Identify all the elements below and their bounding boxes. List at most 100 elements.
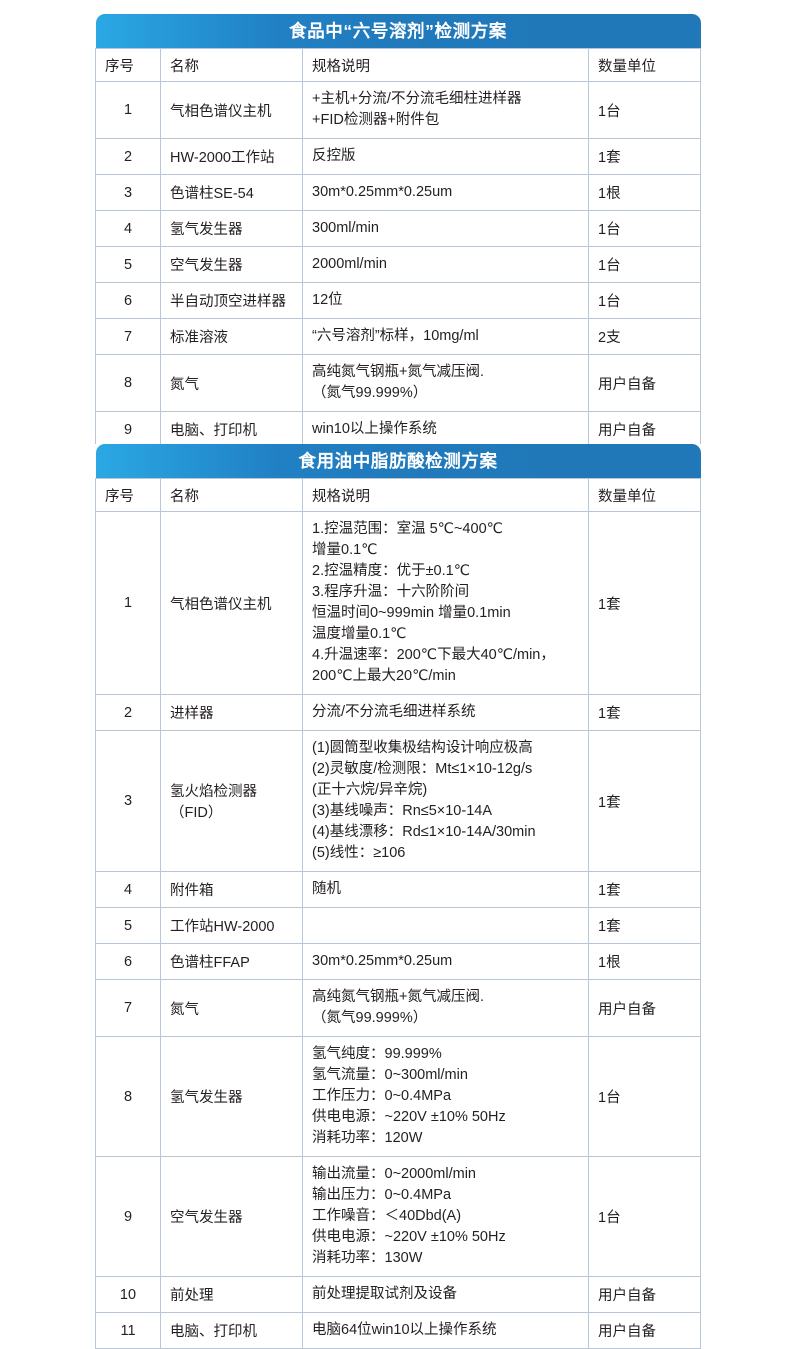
table-title-cell: 食用油中脂肪酸检测方案 [95, 444, 701, 479]
cell-qty: 用户自备 [587, 979, 702, 1038]
table-header-row: 序号 名称 规格说明 数量单位 [95, 48, 701, 82]
cell-spec: 前处理提取试剂及设备 [302, 1276, 589, 1314]
cell-spec: 分流/不分流毛细进样系统 [302, 694, 589, 732]
table-row: 1 气相色谱仪主机 1.控温范围：室温 5℃~400℃ 增量0.1℃ 2.控温精度：… [95, 510, 702, 696]
cell-spec: 300ml/min [302, 210, 589, 248]
table-title-cell: 食品中“六号溶剂”检测方案 [95, 14, 701, 49]
table-row: 9 空气发生器 输出流量：0~2000ml/min 输出压力：0~0.4MPa 工作… [95, 1156, 702, 1278]
cell-no: 8 [95, 1036, 161, 1158]
cell-name: 氮气 [160, 354, 303, 413]
cell-qty: 1台 [588, 80, 701, 140]
table-row: 2 进样器 分流/不分流毛细进样系统 1套 [95, 694, 702, 732]
table-row: 10 前处理 前处理提取试剂及设备 用户自备 [95, 1276, 702, 1314]
cell-qty: 1台 [588, 246, 701, 284]
table-row: 4 氢气发生器 300ml/min 1台 [95, 210, 701, 248]
table-row: 8 氢气发生器 氢气纯度：99.999% 氢气流量：0~300ml/min 工作压力… [95, 1036, 702, 1158]
cell-name: 标准溶液 [160, 318, 303, 356]
cell-spec: 12位 [302, 282, 589, 320]
cell-name: 氮气 [160, 979, 303, 1038]
cell-qty: 用户自备 [587, 1276, 702, 1314]
table-body-2: 食用油中脂肪酸检测方案 序号 名称 规格说明 数量单位 1 气相色谱仪主机 1.控温… [95, 444, 702, 1349]
column-header-no: 序号 [95, 48, 161, 82]
table-row: 5 空气发生器 2000ml/min 1台 [95, 246, 701, 284]
table-row: 6 半自动顶空进样器 12位 1台 [95, 282, 701, 320]
cell-name: 色谱柱FFAP [160, 943, 303, 981]
cell-spec: 高纯氮气钢瓶+氮气减压阀. （氮气99.999%） [302, 354, 589, 413]
cell-qty: 1台 [587, 1156, 702, 1278]
cell-spec: 氢气纯度：99.999% 氢气流量：0~300ml/min 工作压力：0~0.4… [302, 1036, 589, 1158]
cell-no: 4 [95, 210, 161, 248]
cell-qty: 用户自备 [588, 354, 701, 413]
cell-qty: 用户自备 [588, 411, 701, 449]
cell-qty: 1套 [588, 138, 701, 176]
column-header-name: 名称 [160, 478, 303, 512]
cell-name: 气相色谱仪主机 [160, 80, 303, 140]
cell-qty: 1套 [587, 871, 702, 909]
cell-name: 氢火焰检测器（FID） [160, 730, 303, 873]
cell-name: 氢气发生器 [160, 210, 303, 248]
cell-qty: 1套 [587, 694, 702, 732]
cell-no: 7 [95, 979, 161, 1038]
cell-spec: win10以上操作系统 [302, 411, 589, 449]
cell-qty: 1套 [587, 510, 702, 696]
table-row: 3 氢火焰检测器（FID） (1)圆筒型收集极结构设计响应极高 (2)灵敏度/检测限… [95, 730, 702, 873]
cell-spec: 随机 [302, 871, 589, 909]
cell-no: 9 [95, 1156, 161, 1278]
cell-spec: 2000ml/min [302, 246, 589, 284]
column-header-spec: 规格说明 [302, 48, 589, 82]
cell-spec: 输出流量：0~2000ml/min 输出压力：0~0.4MPa 工作噪音：＜40… [302, 1156, 589, 1278]
table-row: 7 标准溶液 “六号溶剂”标样，10mg/ml 2支 [95, 318, 701, 356]
cell-no: 5 [95, 907, 161, 945]
cell-spec: “六号溶剂”标样，10mg/ml [302, 318, 589, 356]
cell-no: 4 [95, 871, 161, 909]
table-title: 食品中“六号溶剂”检测方案 [95, 14, 701, 48]
cell-no: 7 [95, 318, 161, 356]
cell-no: 2 [95, 694, 161, 732]
scheme-table-block-1: 食品中“六号溶剂”检测方案 序号 名称 规格说明 数量单位 1 气相色谱仪主机 +主… [95, 14, 701, 449]
table-body-1: 食品中“六号溶剂”检测方案 序号 名称 规格说明 数量单位 1 气相色谱仪主机 +主… [95, 14, 701, 449]
cell-qty: 1套 [587, 730, 702, 873]
cell-no: 6 [95, 282, 161, 320]
cell-name: 工作站HW-2000 [160, 907, 303, 945]
table-title-row: 食品中“六号溶剂”检测方案 [95, 14, 701, 49]
table-title-row: 食用油中脂肪酸检测方案 [95, 444, 701, 479]
column-header-name: 名称 [160, 48, 303, 82]
column-header-qty: 数量单位 [588, 48, 701, 82]
cell-spec: 高纯氮气钢瓶+氮气减压阀. （氮气99.999%） [302, 979, 589, 1038]
cell-name: 氢气发生器 [160, 1036, 303, 1158]
table-row: 7 氮气 高纯氮气钢瓶+氮气减压阀. （氮气99.999%） 用户自备 [95, 979, 702, 1038]
cell-name: 半自动顶空进样器 [160, 282, 303, 320]
cell-spec: (1)圆筒型收集极结构设计响应极高 (2)灵敏度/检测限：Mt≤1×10-12g… [302, 730, 589, 873]
column-header-no: 序号 [95, 478, 161, 512]
cell-qty: 1根 [587, 943, 702, 981]
cell-name: 前处理 [160, 1276, 303, 1314]
cell-spec: 1.控温范围：室温 5℃~400℃ 增量0.1℃ 2.控温精度：优于±0.1℃ … [302, 510, 589, 696]
table-row: 9 电脑、打印机 win10以上操作系统 用户自备 [95, 411, 701, 449]
cell-qty: 1台 [588, 282, 701, 320]
cell-spec: +主机+分流/不分流毛细柱进样器 +FID检测器+附件包 [302, 80, 589, 140]
cell-spec [302, 907, 589, 945]
column-header-qty: 数量单位 [587, 478, 702, 512]
table-row: 6 色谱柱FFAP 30m*0.25mm*0.25um 1根 [95, 943, 702, 981]
table-row: 11 电脑、打印机 电脑64位win10以上操作系统 用户自备 [95, 1312, 702, 1349]
scheme-table-block-2: 食用油中脂肪酸检测方案 序号 名称 规格说明 数量单位 1 气相色谱仪主机 1.控温… [95, 444, 702, 1349]
table-title: 食用油中脂肪酸检测方案 [95, 444, 701, 478]
document-page: 食品中“六号溶剂”检测方案 序号 名称 规格说明 数量单位 1 气相色谱仪主机 +主… [95, 14, 702, 1349]
cell-no: 6 [95, 943, 161, 981]
cell-name: 附件箱 [160, 871, 303, 909]
cell-name: 色谱柱SE-54 [160, 174, 303, 212]
cell-spec: 30m*0.25mm*0.25um [302, 174, 589, 212]
cell-name: 电脑、打印机 [160, 411, 303, 449]
cell-spec: 电脑64位win10以上操作系统 [302, 1312, 589, 1349]
cell-qty: 1根 [588, 174, 701, 212]
cell-name: 电脑、打印机 [160, 1312, 303, 1349]
cell-spec: 30m*0.25mm*0.25um [302, 943, 589, 981]
cell-qty: 1台 [588, 210, 701, 248]
table-row: 2 HW-2000工作站 反控版 1套 [95, 138, 701, 176]
column-header-spec: 规格说明 [302, 478, 589, 512]
table-row: 4 附件箱 随机 1套 [95, 871, 702, 909]
cell-name: 空气发生器 [160, 246, 303, 284]
scheme-table: 食用油中脂肪酸检测方案 序号 名称 规格说明 数量单位 1 气相色谱仪主机 1.控温… [95, 444, 702, 1349]
table-row: 8 氮气 高纯氮气钢瓶+氮气减压阀. （氮气99.999%） 用户自备 [95, 354, 701, 413]
cell-no: 3 [95, 730, 161, 873]
